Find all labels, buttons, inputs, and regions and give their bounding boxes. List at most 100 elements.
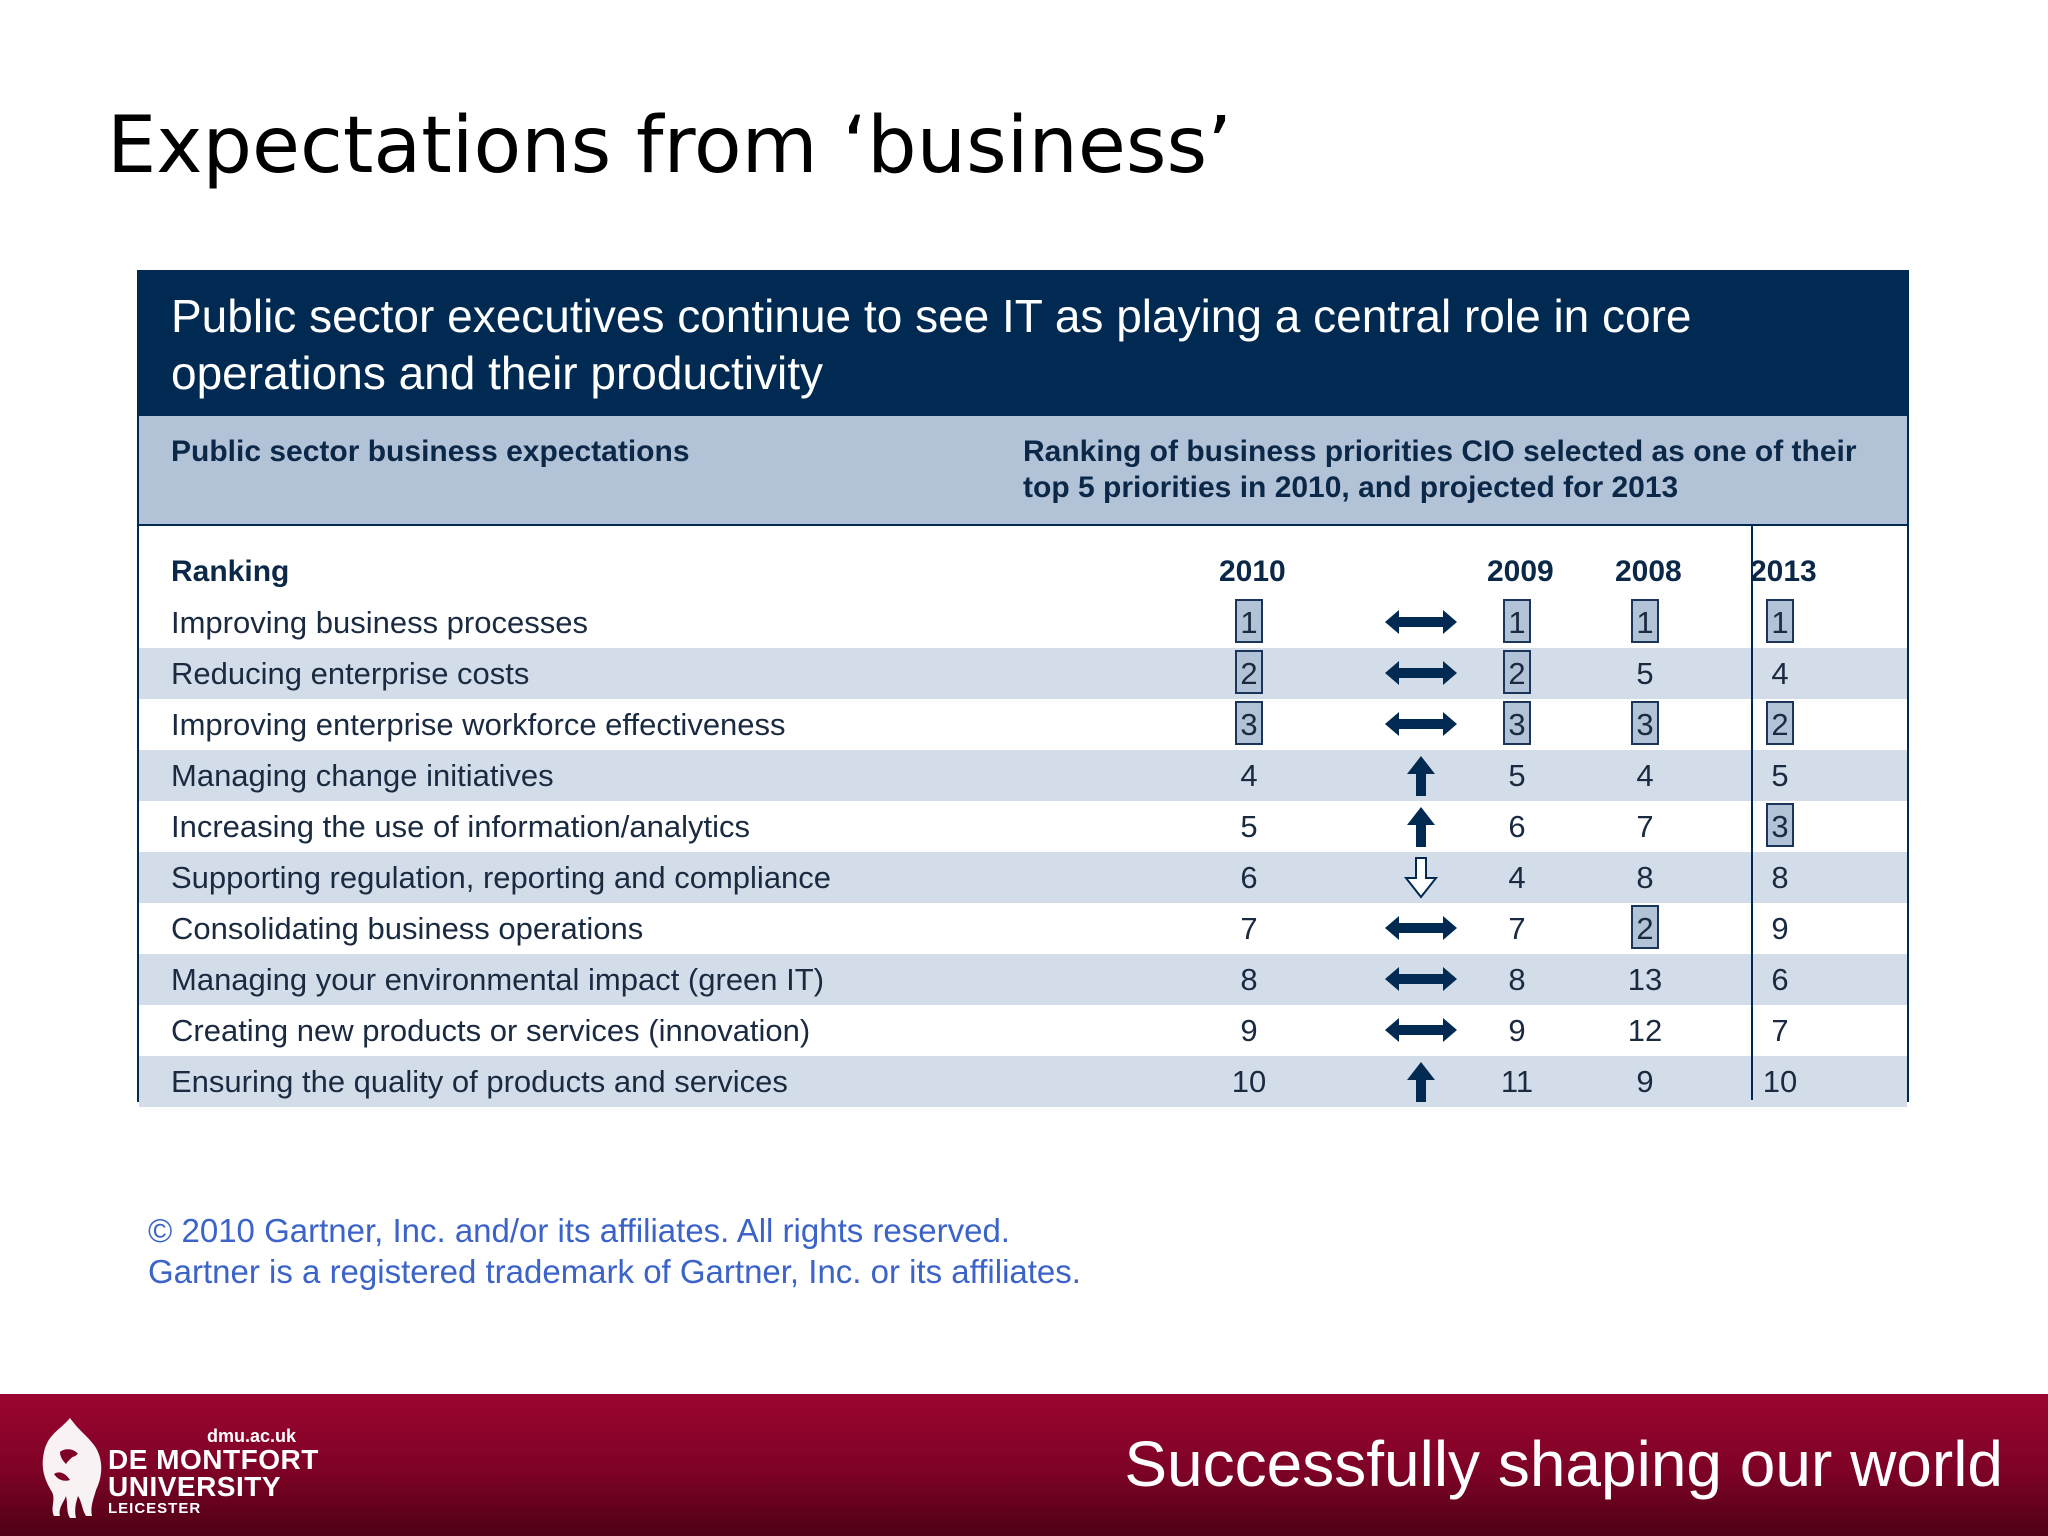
rank-cell-2010: 7 (1219, 903, 1279, 954)
rank-value: 5 (1508, 758, 1526, 793)
table-row: Improving business processes 1 1 1 1 (139, 597, 1907, 648)
rank-value: 6 (1240, 860, 1258, 895)
rank-value: 11 (1500, 1064, 1534, 1099)
rank-cell-2008: 2 (1615, 903, 1675, 954)
rank-value: 7 (1240, 911, 1258, 946)
priority-label: Improving enterprise workforce effective… (171, 707, 786, 742)
rank-cell-2013: 8 (1750, 852, 1810, 903)
rank-cell-2010: 4 (1219, 750, 1279, 801)
trend-cell (1381, 1056, 1461, 1107)
rank-cell-2008: 13 (1615, 954, 1675, 1005)
rank-value: 4 (1240, 758, 1258, 793)
rank-value: 8 (1508, 962, 1526, 997)
rank-value: 9 (1636, 1064, 1654, 1099)
rank-value: 7 (1508, 911, 1526, 946)
university-city: LEICESTER (108, 1500, 202, 1517)
rank-cell-2010: 1 (1219, 597, 1279, 648)
rank-value: 6 (1508, 809, 1526, 844)
priority-label: Consolidating business operations (171, 911, 644, 946)
rank-cell-2013: 2 (1750, 699, 1810, 750)
trend-cell (1381, 750, 1461, 801)
figure-header: Public sector executives continue to see… (137, 270, 1909, 416)
table-row: Managing your environmental impact (gree… (139, 954, 1907, 1005)
rank-value: 1 (1766, 599, 1794, 643)
rank-cell-2013: 4 (1750, 648, 1810, 699)
trend-cell (1381, 954, 1461, 1005)
rank-cell-2008: 3 (1615, 699, 1675, 750)
subheader-left: Public sector business expectations (171, 435, 690, 468)
rank-cell-2013: 3 (1750, 801, 1810, 852)
priority-label: Increasing the use of information/analyt… (171, 809, 750, 844)
rank-value: 10 (1762, 1064, 1798, 1099)
rank-cell-2009: 9 (1487, 1005, 1547, 1056)
rank-value: 4 (1636, 758, 1654, 793)
rank-cell-2009: 7 (1487, 903, 1547, 954)
slide-title: Expectations from ‘business’ (107, 101, 1232, 191)
rank-cell-2008: 9 (1615, 1056, 1675, 1107)
table-row: Supporting regulation, reporting and com… (139, 852, 1907, 903)
column-divider-2013 (1751, 526, 1753, 1100)
unchanged-arrow-icon (1385, 610, 1457, 634)
table-row: Improving enterprise workforce effective… (139, 699, 1907, 750)
rank-value: 5 (1771, 758, 1789, 793)
university-name-line-1: DE MONTFORT (108, 1444, 319, 1475)
trend-cell (1381, 597, 1461, 648)
table-row: Managing change initiatives 4 5 4 5 (139, 750, 1907, 801)
trend-cell (1381, 648, 1461, 699)
column-header-2010: 2010 (1219, 555, 1286, 588)
trend-cell (1381, 699, 1461, 750)
rank-value: 7 (1771, 1013, 1789, 1048)
rank-cell-2008: 8 (1615, 852, 1675, 903)
rank-cell-2009: 11 (1487, 1056, 1547, 1107)
rank-cell-2013: 6 (1750, 954, 1810, 1005)
rank-value: 2 (1235, 650, 1263, 694)
table-row: Creating new products or services (innov… (139, 1005, 1907, 1056)
trend-cell (1381, 1005, 1461, 1056)
footer-tagline: Successfully shaping our world (1124, 1428, 2003, 1500)
rank-cell-2010: 3 (1219, 699, 1279, 750)
priority-label: Ensuring the quality of products and ser… (171, 1064, 788, 1099)
figure-subheader: Public sector business expectations Rank… (137, 416, 1909, 526)
rank-cell-2008: 1 (1615, 597, 1675, 648)
rank-value: 8 (1636, 860, 1654, 895)
column-header-ranking: Ranking (171, 555, 290, 588)
rank-cell-2009: 3 (1487, 699, 1547, 750)
table-header-row: Ranking 2010 2009 2008 2013 (139, 546, 1907, 597)
rank-value: 1 (1631, 599, 1659, 643)
priority-label: Improving business processes (171, 605, 588, 640)
rank-value: 9 (1508, 1013, 1526, 1048)
unchanged-arrow-icon (1385, 967, 1457, 991)
table-row: Reducing enterprise costs 2 2 5 4 (139, 648, 1907, 699)
rank-cell-2010: 8 (1219, 954, 1279, 1005)
rank-cell-2009: 8 (1487, 954, 1547, 1005)
rank-cell-2009: 4 (1487, 852, 1547, 903)
rank-value: 9 (1771, 911, 1789, 946)
rank-value: 2 (1503, 650, 1531, 694)
rank-cell-2013: 7 (1750, 1005, 1810, 1056)
rank-value: 13 (1627, 962, 1663, 997)
priority-label: Creating new products or services (innov… (171, 1013, 811, 1048)
rank-cell-2008: 12 (1615, 1005, 1675, 1056)
rank-value: 10 (1231, 1064, 1267, 1099)
table-row: Consolidating business operations 7 7 2 9 (139, 903, 1907, 954)
priority-label: Managing change initiatives (171, 758, 554, 793)
trend-cell (1381, 903, 1461, 954)
unchanged-arrow-icon (1385, 661, 1457, 685)
rank-value: 9 (1240, 1013, 1258, 1048)
rank-value: 3 (1631, 701, 1659, 745)
copyright-line-2: Gartner is a registered trademark of Gar… (148, 1253, 1081, 1290)
up-arrow-icon (1407, 1062, 1435, 1102)
rank-value: 2 (1766, 701, 1794, 745)
rank-value: 7 (1636, 809, 1654, 844)
university-url: dmu.ac.uk (206, 1426, 296, 1446)
up-arrow-icon (1407, 756, 1435, 796)
rank-value: 6 (1771, 962, 1789, 997)
rank-cell-2010: 6 (1219, 852, 1279, 903)
priority-label: Managing your environmental impact (gree… (171, 962, 825, 997)
rank-value: 8 (1771, 860, 1789, 895)
rank-value: 5 (1240, 809, 1258, 844)
rank-cell-2008: 7 (1615, 801, 1675, 852)
rank-value: 2 (1631, 905, 1659, 949)
figure-header-text: Public sector executives continue to see… (171, 290, 1692, 399)
trend-cell (1381, 801, 1461, 852)
